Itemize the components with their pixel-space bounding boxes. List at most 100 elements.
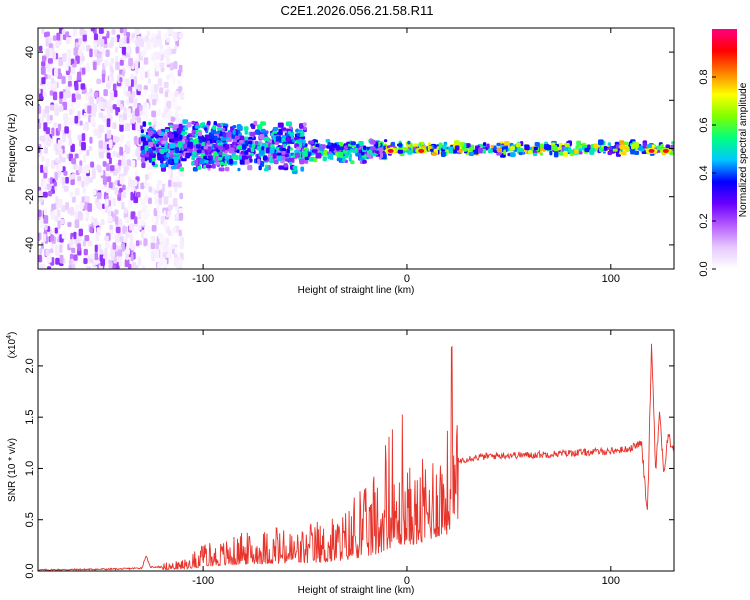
spectrogram-cell xyxy=(160,216,165,225)
spectrogram-cell xyxy=(264,164,269,168)
spectrogram-cell xyxy=(278,155,283,162)
spectrogram-cell xyxy=(671,141,674,145)
spectrogram-cell xyxy=(633,142,640,148)
spectrogram-cell xyxy=(72,28,78,37)
spectrogram-cell xyxy=(147,128,151,132)
spectrogram-cell xyxy=(51,77,55,84)
spectrogram-cell xyxy=(463,147,468,152)
spectrogram-cell xyxy=(74,211,78,219)
spectrogram-cell xyxy=(262,131,268,135)
spectrogram-cell xyxy=(102,176,107,185)
spectrogram-cell xyxy=(87,203,92,212)
spectrogram-cell xyxy=(524,144,530,151)
spectrogram-cell xyxy=(104,235,109,241)
spectrogram-cell xyxy=(109,194,113,201)
spectrogram-cell xyxy=(204,160,209,164)
spectrogram-cell xyxy=(134,264,139,269)
spectrogram-cell xyxy=(45,37,50,47)
spectrogram-cell xyxy=(244,130,248,135)
spectrogram-cell xyxy=(73,231,77,240)
spectrogram-cell xyxy=(493,145,497,150)
spectrogram-cell xyxy=(170,243,175,250)
spectrogram-cell xyxy=(161,157,165,162)
spectrogram-cell xyxy=(71,196,76,203)
spectrogram-cell xyxy=(119,77,123,83)
spectrogram-cell xyxy=(133,77,137,85)
spectrogram-cell xyxy=(172,182,178,188)
spectrogram-cell xyxy=(348,153,352,158)
snr-panel: -100 0 100 0.0 0.5 1.0 1.5 2.0 Height of strai… xyxy=(6,329,675,596)
spectrogram-cell xyxy=(60,218,65,225)
spectrogram-cell xyxy=(210,128,217,135)
spectrogram-cell xyxy=(337,151,344,158)
spectrogram-cell xyxy=(563,150,568,157)
spectrogram-cell xyxy=(61,231,67,239)
spectrogram-cell xyxy=(256,145,262,151)
spectrogram-cell xyxy=(83,123,88,131)
y-tick-label: 1.5 xyxy=(24,410,36,425)
spectrogram-cell xyxy=(38,146,41,153)
spectrogram-cell xyxy=(135,240,140,247)
spectrogram-cell xyxy=(127,108,131,118)
spectrogram-cell xyxy=(248,158,253,163)
spectrogram-cell xyxy=(277,131,281,135)
spectrogram-cell xyxy=(49,115,53,121)
spectrogram-cell xyxy=(336,144,340,151)
spectrogram-cell xyxy=(179,171,185,177)
spectrogram-peak xyxy=(648,148,655,153)
spectrogram-cell xyxy=(138,104,143,111)
spectrogram-cell xyxy=(144,153,150,158)
spectrogram-cell xyxy=(198,130,203,137)
spectrogram-cell xyxy=(156,51,161,60)
spectrogram-cell xyxy=(155,192,160,199)
spectrogram-cell xyxy=(56,32,61,41)
spectrogram-cell xyxy=(175,39,180,47)
spectrogram-cell xyxy=(96,78,102,84)
spectrogram-cell xyxy=(144,205,148,211)
spectrogram-cell xyxy=(656,145,661,151)
spectrogram-cell xyxy=(442,144,447,150)
spectrogram-cell xyxy=(178,229,182,237)
spectrogram-cell xyxy=(160,48,164,55)
spectrogram-cell xyxy=(263,168,269,172)
spectrogram-cell xyxy=(407,140,411,145)
spectrogram-cell xyxy=(198,138,203,143)
spectrogram-cell xyxy=(141,162,146,168)
spectrogram-cell xyxy=(232,125,237,129)
spectrogram-cell xyxy=(135,46,140,54)
spectrogram-cell xyxy=(115,61,120,71)
snr-x-ticks: -100 0 100 xyxy=(192,330,620,587)
spectrogram-cell xyxy=(67,100,72,107)
spectrogram-cell xyxy=(76,101,81,109)
spectrogram-cell xyxy=(39,93,44,101)
spectrogram-cell xyxy=(54,172,58,181)
spectrogram-cell xyxy=(110,91,115,101)
spectrogram-cell xyxy=(396,143,403,147)
spectrogram-cell xyxy=(41,77,46,85)
spectrogram-cell xyxy=(38,190,43,198)
spectrogram-cell xyxy=(107,210,112,217)
spectrogram-cell xyxy=(150,235,156,242)
spectrogram-cell xyxy=(144,35,149,42)
spectrogram-cell xyxy=(49,248,54,254)
spectrogram-cell xyxy=(124,258,130,267)
spectrogram-cell xyxy=(176,105,182,111)
spectrogram-cell xyxy=(102,115,107,123)
spectrogram-cell xyxy=(225,166,230,172)
spectrogram-cell xyxy=(79,28,85,36)
spectrogram-cell xyxy=(170,116,175,122)
spectrogram-cell xyxy=(174,90,179,97)
spectrogram-cell xyxy=(90,116,95,124)
spectrogram-cell xyxy=(121,156,126,166)
spectrogram-cell xyxy=(81,133,86,142)
spectrogram-cell xyxy=(108,215,113,223)
spectrogram-cell xyxy=(134,28,140,35)
spectrogram-cell xyxy=(43,122,48,132)
spectrogram-cell xyxy=(86,266,91,269)
spectrogram-cell xyxy=(327,142,332,146)
spectrogram-cell xyxy=(119,38,123,48)
spectrogram-cell xyxy=(47,67,51,73)
spectrogram-cell xyxy=(232,129,236,135)
spectrogram-cell xyxy=(69,108,73,116)
spectrogram-cell xyxy=(118,218,123,227)
